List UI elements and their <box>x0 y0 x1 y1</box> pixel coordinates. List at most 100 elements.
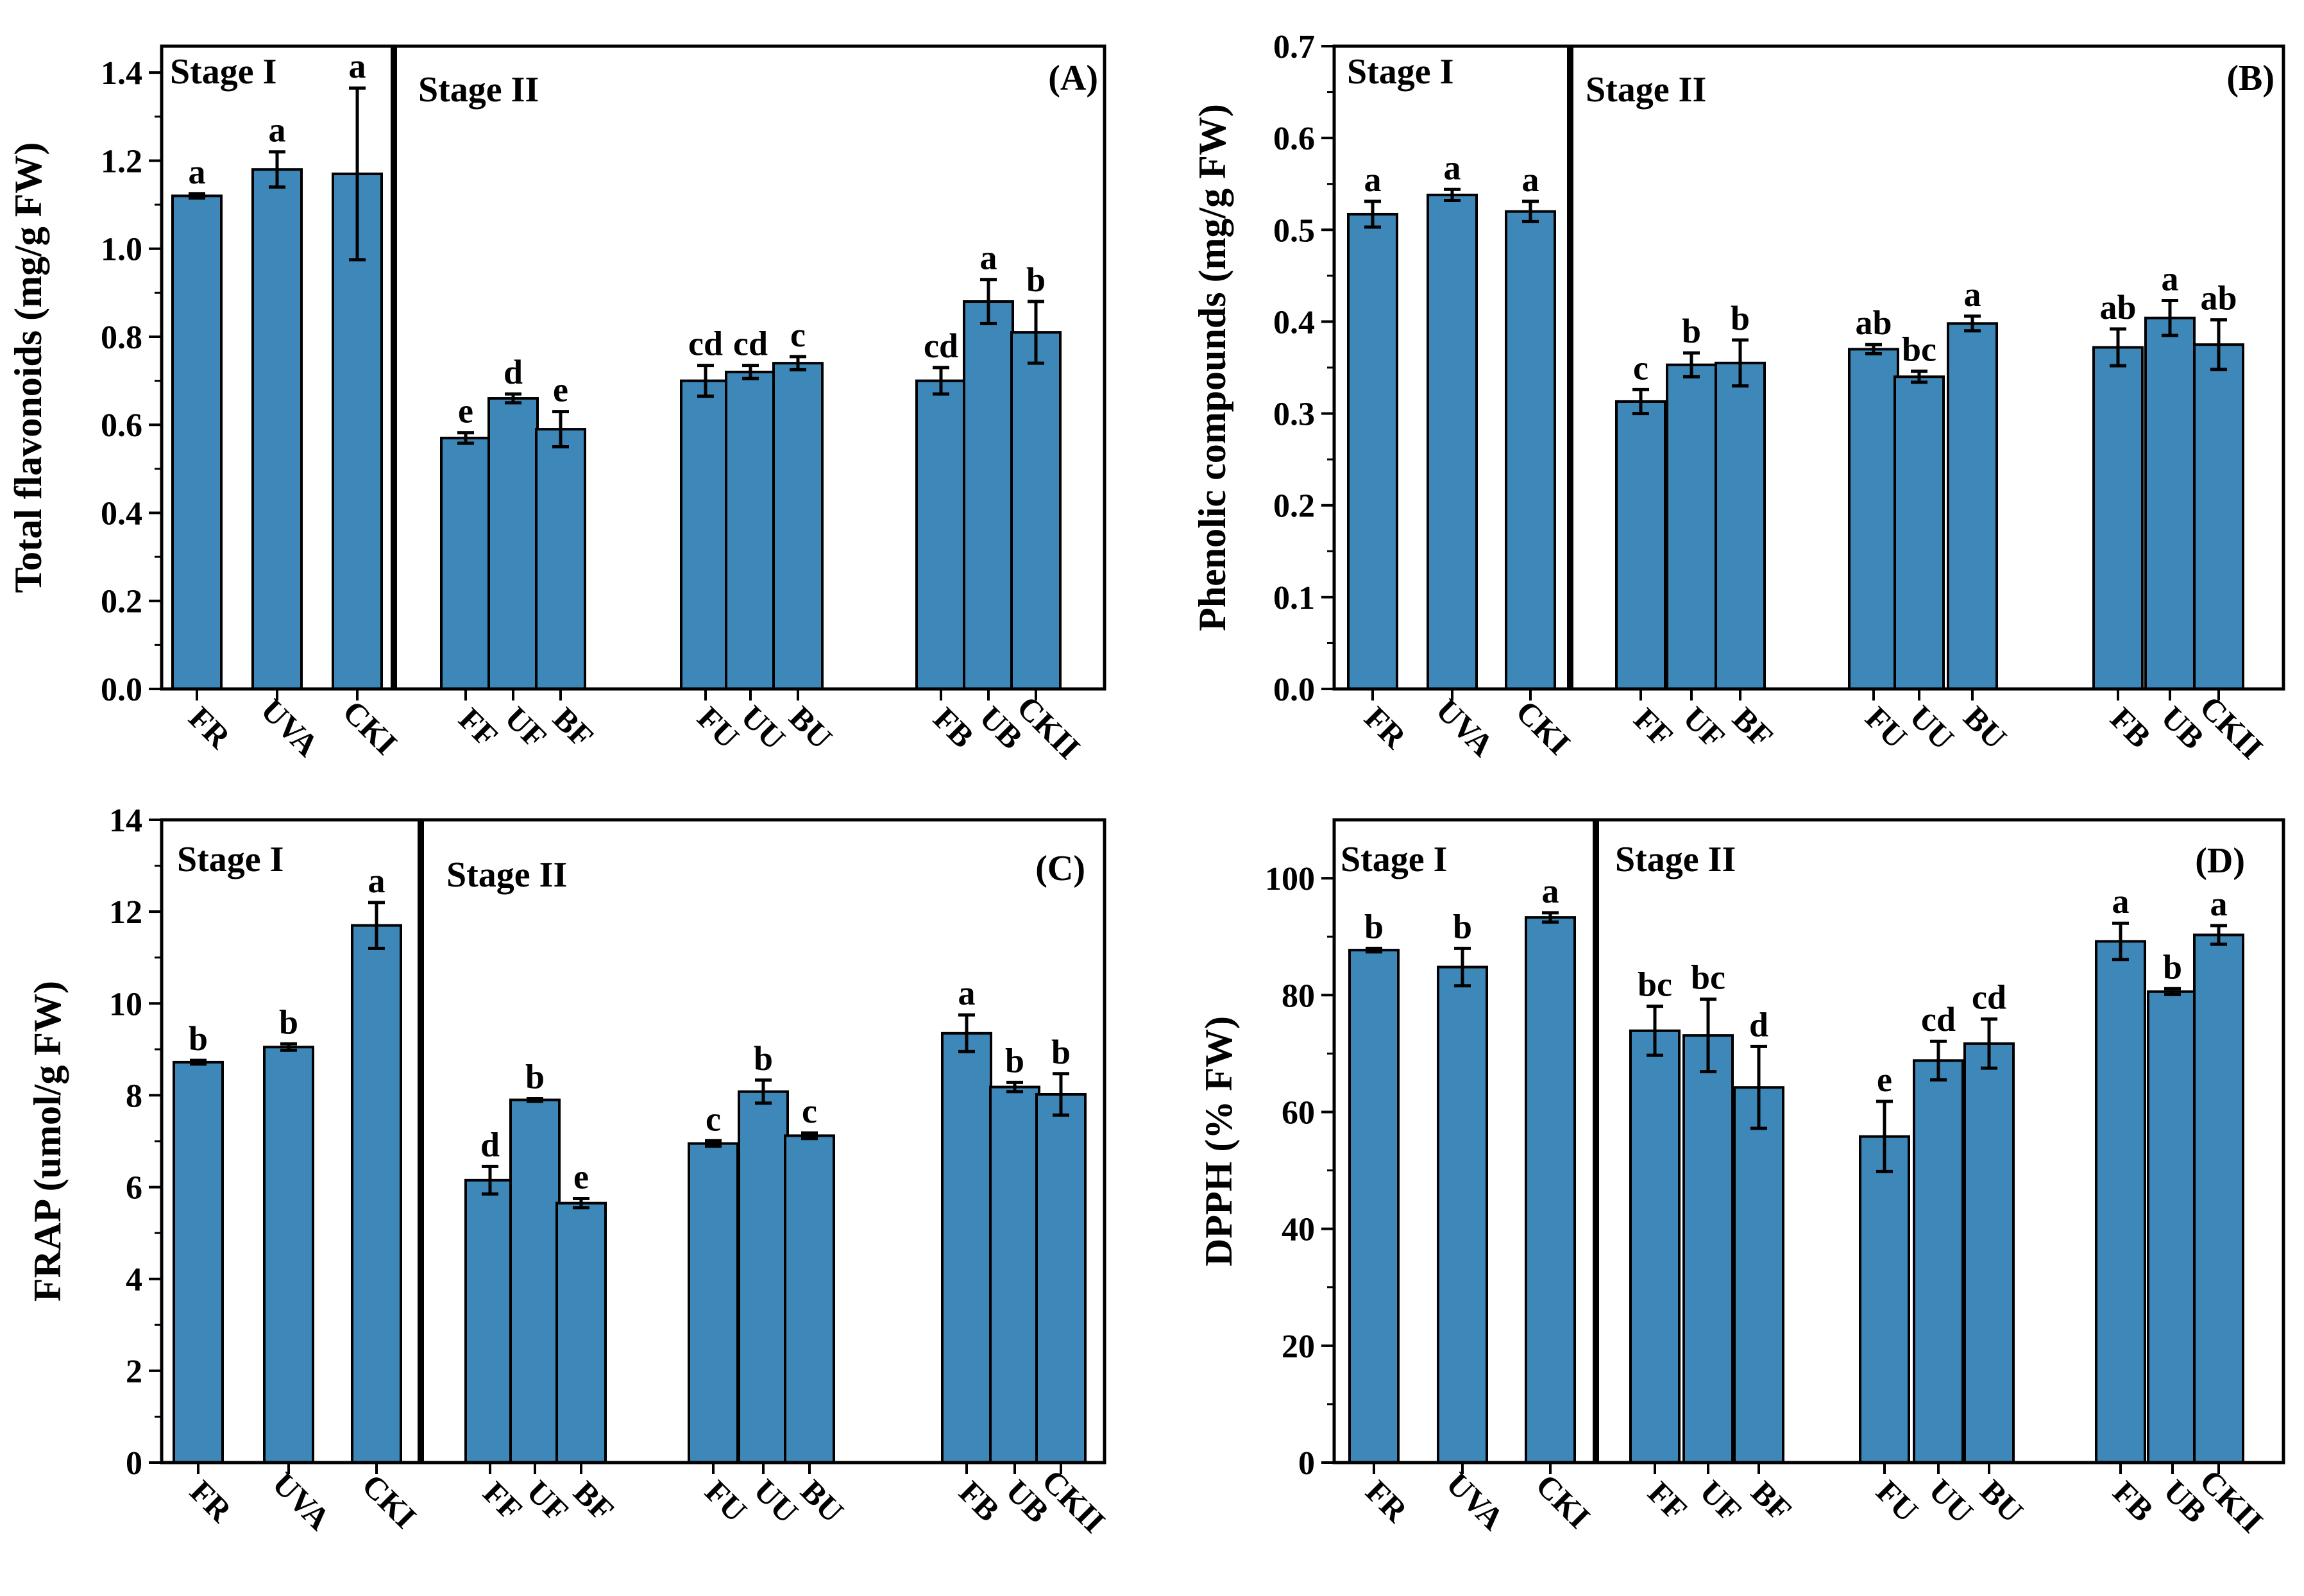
x-tick-label: UF <box>1693 1473 1749 1529</box>
y-tick-label: 40 <box>1282 1212 1315 1248</box>
significance-letter: e <box>573 1157 589 1196</box>
y-tick-label: 0.4 <box>101 495 142 532</box>
bar <box>1963 1042 2015 1464</box>
significance-letter: b <box>279 1003 298 1041</box>
x-tick-label: BU <box>783 699 840 756</box>
bar <box>440 436 491 690</box>
bar <box>1615 400 1666 690</box>
x-tick-label: FF <box>477 1475 530 1528</box>
significance-letter: a <box>1542 872 1559 910</box>
bar <box>738 1090 789 1464</box>
bar <box>1347 212 1398 690</box>
bar <box>1437 965 1488 1464</box>
bar <box>1629 1029 1681 1464</box>
significance-letter: a <box>1522 160 1539 199</box>
bar <box>1505 210 1556 690</box>
x-tick-label: FU <box>691 700 747 756</box>
bar <box>784 1134 835 1464</box>
bar <box>1348 949 1400 1464</box>
bar <box>915 379 967 690</box>
bar <box>1682 1034 1734 1464</box>
x-tick-label: FB <box>927 700 981 755</box>
y-tick-label: 1.2 <box>101 143 142 180</box>
significance-letter: a <box>980 239 997 277</box>
chart-panel-4: bFRbUVAaCKIbcFFbcUFdBFeFUcdUUcdBUaFBbUBa… <box>1198 818 2285 1540</box>
stage-one-label: Stage I <box>1347 52 1453 92</box>
bar <box>772 362 824 690</box>
significance-letter: cd <box>924 327 958 365</box>
x-tick-label: UVA <box>266 1465 337 1537</box>
y-tick-label: 12 <box>109 894 142 931</box>
plot-frame <box>160 818 1106 1464</box>
x-tick-label: BU <box>1957 699 2014 756</box>
significance-letter: b <box>1005 1041 1024 1080</box>
y-axis-label: Total flavonoids (mg/g FW) <box>7 142 49 593</box>
x-tick-label: UVA <box>254 692 326 763</box>
x-tick-label: BF <box>1745 1474 1799 1529</box>
x-tick-label: CKI <box>1529 1467 1597 1535</box>
significance-letter: a <box>958 974 976 1012</box>
x-tick-label: FF <box>1627 701 1681 754</box>
x-tick-label: CKI <box>355 1467 423 1535</box>
significance-letter: b <box>1364 907 1384 946</box>
bar <box>725 370 776 691</box>
bar <box>535 428 586 691</box>
significance-letter: cd <box>1921 1000 1956 1039</box>
x-tick-label: FR <box>182 700 238 756</box>
bar <box>464 1178 516 1464</box>
y-tick-label: 8 <box>126 1078 142 1114</box>
y-tick-label: 0.6 <box>101 407 142 444</box>
y-tick-label: 4 <box>126 1262 142 1298</box>
x-tick-label: BU <box>794 1473 851 1530</box>
significance-letter: c <box>802 1092 817 1130</box>
x-tick-label: FB <box>2106 1474 2161 1529</box>
x-tick-label: UVA <box>1429 692 1501 763</box>
significance-letter: ab <box>1855 303 1892 342</box>
bar <box>1733 1086 1784 1464</box>
significance-letter: b <box>189 1019 208 1058</box>
stage-one-label: Stage I <box>170 52 276 92</box>
bar <box>1848 348 1899 690</box>
significance-letter: b <box>2163 947 2182 986</box>
stage-one-label: Stage I <box>1341 840 1447 879</box>
x-tick-label: UU <box>747 1472 806 1531</box>
significance-letter: a <box>1444 148 1461 187</box>
bar <box>1035 1092 1087 1464</box>
bar <box>963 300 1014 690</box>
y-tick-label: 6 <box>126 1170 142 1207</box>
y-tick-label: 0.2 <box>1273 488 1315 525</box>
bar <box>989 1085 1040 1464</box>
x-tick-label: UVA <box>1439 1465 1511 1537</box>
bar <box>555 1201 607 1464</box>
bar <box>1715 361 1766 690</box>
significance-letter: b <box>1453 907 1472 946</box>
significance-letter: b <box>525 1057 545 1096</box>
stage-two-label: Stage II <box>446 855 567 895</box>
y-tick-label: 2 <box>126 1354 142 1390</box>
bar <box>2095 940 2146 1464</box>
y-tick-label: 0 <box>1298 1445 1315 1482</box>
bar <box>680 379 731 690</box>
y-tick-label: 0.2 <box>101 584 142 620</box>
x-tick-label: FF <box>452 701 505 754</box>
x-tick-label: UF <box>520 1473 576 1529</box>
stage-two-label: Stage II <box>1615 840 1736 879</box>
significance-letter: ab <box>2099 288 2136 327</box>
significance-letter: d <box>504 353 523 391</box>
y-tick-label: 80 <box>1282 978 1315 1014</box>
significance-letter: e <box>458 392 473 430</box>
y-tick-label: 0.1 <box>1273 580 1315 616</box>
bar <box>2193 933 2244 1464</box>
y-tick-label: 60 <box>1282 1094 1315 1131</box>
bar <box>509 1098 561 1464</box>
y-tick-label: 0.4 <box>1273 304 1315 341</box>
y-tick-label: 0 <box>126 1445 142 1482</box>
bar <box>2147 990 2198 1464</box>
significance-letter: a <box>1364 160 1382 199</box>
y-axis-label: DPPH (% FW) <box>1198 1016 1240 1266</box>
chart-panel-1: aFRaUVAaCKIeFFdUFeBFcdFUcdUUcBUcdFBaUBbC… <box>7 44 1106 766</box>
x-tick-label: BF <box>546 700 601 755</box>
stage-two-label: Stage II <box>1586 70 1706 110</box>
x-tick-label: FB <box>2104 700 2158 755</box>
y-tick-label: 1.0 <box>101 232 142 268</box>
